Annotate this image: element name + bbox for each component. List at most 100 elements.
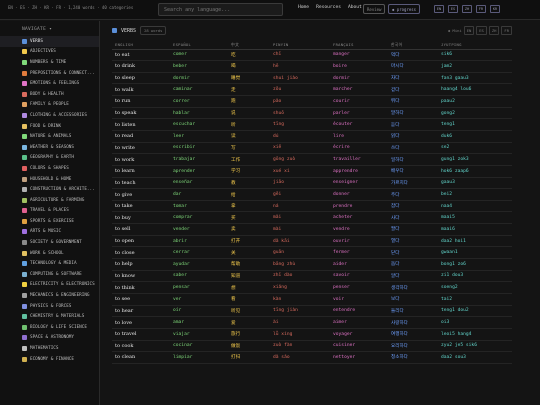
sidebar-item[interactable]: AGRICULTURE & FARMING	[0, 195, 99, 206]
col-toggle-zh[interactable]: ZH	[488, 26, 500, 35]
table-row[interactable]: to work trabajar 工作 gōng zuò travailler 일하다 gu…	[112, 153, 512, 166]
table-row[interactable]: to love amar 爱 ài aimer 사랑하다 oi3	[112, 316, 512, 329]
sidebar-item[interactable]: CHEMISTRY & MATERIALS	[0, 311, 99, 322]
sidebar-item[interactable]: NATURE & ANIMALS	[0, 131, 99, 142]
col-header-spanish[interactable]: ESPAÑOL	[170, 41, 228, 50]
table-row[interactable]: to think pensar 想 xiǎng penser 생각하다 soeng2	[112, 281, 512, 294]
table-row[interactable]: to see ver 看 kàn voir 보다 tai2	[112, 293, 512, 306]
table-row[interactable]: to take tomar 拿 ná prendre 잡다 naa4	[112, 200, 512, 213]
sidebar-item[interactable]: ARTS & MUSIC	[0, 227, 99, 238]
sidebar-heading[interactable]: NAVIGATE ▾	[22, 27, 53, 32]
sidebar-item[interactable]: SPACE & ASTRONOMY	[0, 333, 99, 344]
sidebar-item[interactable]: CLOTHING & ACCESSORIES	[0, 110, 99, 121]
lang-toggle-zh[interactable]: ZH	[462, 5, 472, 13]
table-row[interactable]: to clean limpiar 打扫 dǎ sǎo nettoyer 청소하다 daa2 …	[112, 351, 512, 364]
table-row[interactable]: to sell vender 卖 mài vendre 팔다 maai6	[112, 223, 512, 236]
sidebar-item[interactable]: ADJECTIVES	[0, 47, 99, 58]
sidebar-item[interactable]: CONSTRUCTION & ARCHITE...	[0, 184, 99, 195]
category-icon	[22, 91, 27, 97]
lang-toggle-fr[interactable]: FR	[476, 5, 486, 13]
sidebar-item[interactable]: WEATHER & SEASONS	[0, 142, 99, 153]
col-toggle-es[interactable]: ES	[476, 26, 487, 35]
sidebar-item[interactable]: FAMILY & PEOPLE	[0, 100, 99, 111]
table-row[interactable]: to know saber 知道 zhī dào savoir 알다 zi1 dou3	[112, 270, 512, 283]
table-row[interactable]: to close cerrar 关 guān fermer 닫다 gwaan1	[112, 246, 512, 260]
cell-english: to eat	[112, 49, 170, 62]
sidebar-item[interactable]: TRAVEL & PLACES	[0, 206, 99, 217]
col-header-jyutping[interactable]: JYUTPING	[438, 41, 512, 50]
table-row[interactable]: to teach enseñar 教 jiāo enseigner 가르치다 gaau3	[112, 177, 512, 190]
table-row[interactable]: to learn aprender 学习 xué xí apprendre 배우다 hok6…	[112, 165, 512, 178]
table-row[interactable]: to buy comprar 买 mǎi acheter 사다 maai5	[112, 211, 512, 225]
cell-spanish: leer	[170, 130, 228, 143]
cell-jyutping: teng1	[438, 118, 512, 131]
sidebar-item[interactable]: GEOGRAPHY & EARTH	[0, 153, 99, 164]
cell-chinese: 打开	[228, 235, 270, 248]
table-row[interactable]: to speak hablar 说 shuō parler 말하다 gong2	[112, 107, 512, 120]
sidebar-item[interactable]: COMPUTING & SOFTWARE	[0, 269, 99, 280]
lang-toggle-kr[interactable]: KR	[490, 5, 500, 13]
table-row[interactable]: to help ayudar 帮助 bāng zhù aider 돕다 bong1 zo6	[112, 258, 512, 271]
mini-toggle[interactable]: ◆ Mini	[447, 28, 462, 33]
search-input[interactable]	[158, 3, 283, 16]
col-toggle-en[interactable]: EN	[463, 26, 475, 35]
table-row[interactable]: to drink beber 喝 hē boire 마시다 jam2	[112, 60, 512, 73]
table-row[interactable]: to run correr 跑 pǎo courir 뛰다 paau2	[112, 95, 512, 108]
cell-jyutping: gung1 zok3	[438, 153, 512, 166]
table-row[interactable]: to cook cocinar 做饭 zuò fàn cuisiner 요리하다 zyu2 …	[112, 340, 512, 353]
sidebar-item[interactable]: HOUSEHOLD & HOME	[0, 174, 99, 185]
word-count-badge: 28 words	[140, 26, 167, 35]
sidebar: NAVIGATE ▾ VERBS ADJECTIVES NUMBERS & TIME…	[0, 21, 100, 405]
table-row[interactable]: to read leer 读 dú lire 읽다 duk6	[112, 130, 512, 143]
progress-button[interactable]: ◆ progress	[388, 4, 421, 14]
cell-french: ouvrir	[330, 235, 388, 248]
sidebar-item[interactable]: SOCIETY & GOVERNMENT	[0, 237, 99, 248]
sidebar-item[interactable]: PHYSICS & FORCES	[0, 301, 99, 312]
nav-resources-link[interactable]: Resources	[316, 5, 341, 10]
sidebar-item[interactable]: MECHANICS & ENGINEERING	[0, 290, 99, 301]
sidebar-item[interactable]: BODY & HEALTH	[0, 89, 99, 100]
table-row[interactable]: to open abrir 打开 dǎ kāi ouvrir 열다 daa2 hoi1	[112, 235, 512, 248]
sidebar-item[interactable]: BIOLOGY & LIFE SCIENCE	[0, 322, 99, 333]
category-icon	[22, 240, 27, 246]
cell-french: marcher	[330, 83, 388, 97]
table-row[interactable]: to walk caminar 走 zǒu marcher 걷다 haang4 lou6	[112, 83, 512, 97]
sidebar-item[interactable]: COLORS & SHAPES	[0, 163, 99, 174]
col-header-korean[interactable]: 한국어	[388, 41, 438, 50]
table-row[interactable]: to sleep dormir 睡觉 shuì jiào dormir 자다 fan3 ga…	[112, 72, 512, 85]
sidebar-item[interactable]: TECHNOLOGY & MEDIA	[0, 258, 99, 269]
col-header-french[interactable]: FRANÇAIS	[330, 41, 388, 50]
sidebar-item[interactable]: FOOD & DRINK	[0, 121, 99, 132]
table-row[interactable]: to listen escuchar 听 tīng écouter 듣다 teng1	[112, 118, 512, 131]
cell-pinyin: xué xí	[270, 165, 330, 178]
sidebar-item[interactable]: ELECTRICITY & ELECTRONICS	[0, 280, 99, 291]
sidebar-item-label: SPORTS & EXERCISE	[30, 218, 74, 224]
nav-home-link[interactable]: Home	[298, 5, 310, 10]
cell-french: aider	[330, 258, 388, 271]
col-header-pinyin[interactable]: PINYIN	[270, 41, 330, 50]
sidebar-item[interactable]: PREPOSITIONS & CONNECT...	[0, 68, 99, 79]
table-row[interactable]: to hear oír 听见 tīng jiàn entendre 들리다 teng1 do…	[112, 305, 512, 318]
sidebar-item[interactable]: VERBS	[0, 36, 99, 47]
lang-toggle-es[interactable]: ES	[448, 5, 458, 13]
sidebar-item[interactable]: WORK & SCHOOL	[0, 248, 99, 259]
lang-toggle-en[interactable]: EN	[434, 5, 444, 13]
cell-chinese: 喝	[228, 60, 270, 73]
cell-english: to clean	[112, 351, 170, 364]
table-row[interactable]: to write escribir 写 xiě écrire 쓰다 se2	[112, 142, 512, 155]
sidebar-item[interactable]: MATHEMATICS	[0, 343, 99, 354]
sidebar-item[interactable]: NUMBERS & TIME	[0, 57, 99, 68]
table-row[interactable]: to travel viajar 旅行 lǚ xíng voyager 여행하다 leoi5…	[112, 328, 512, 341]
review-button[interactable]: Review	[363, 4, 386, 14]
sidebar-item[interactable]: EMOTIONS & FEELINGS	[0, 78, 99, 89]
table-row[interactable]: to eat comer 吃 chī manger 먹다 sik6	[112, 49, 512, 62]
nav-about-link[interactable]: About	[347, 5, 362, 10]
col-header-english[interactable]: ENGLISH	[112, 41, 170, 50]
sidebar-item-label: SOCIETY & GOVERNMENT	[30, 240, 82, 246]
col-header-chinese[interactable]: 中文	[228, 41, 270, 50]
table-row[interactable]: to give dar 给 gěi donner 주다 bei2	[112, 188, 512, 201]
col-toggle-fr[interactable]: FR	[501, 26, 512, 35]
cell-pinyin: bāng zhù	[270, 258, 330, 271]
sidebar-item[interactable]: SPORTS & EXERCISE	[0, 216, 99, 227]
sidebar-item[interactable]: ECONOMY & FINANCE	[0, 354, 99, 365]
